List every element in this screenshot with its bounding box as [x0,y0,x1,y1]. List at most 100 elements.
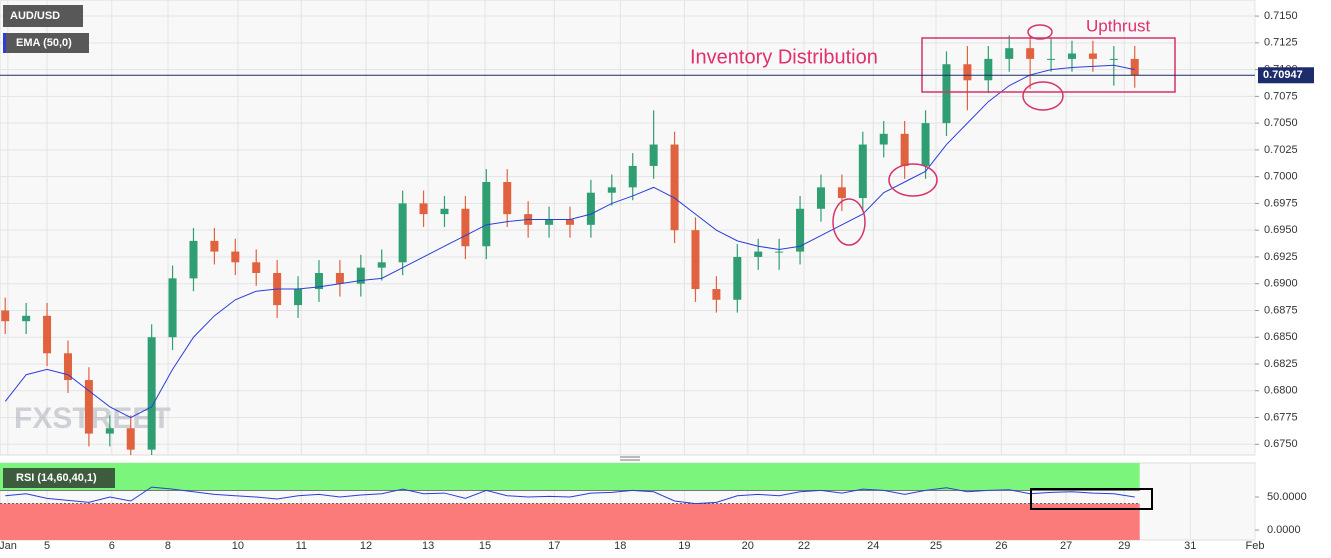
candle-body [231,251,240,263]
candle-body [147,337,156,450]
y-tick-label: 0.6775 [1264,411,1298,423]
candle-body [1047,58,1056,60]
overbought-zone [0,463,1140,491]
candle-body [22,315,31,322]
y-tick-label: 0.7125 [1264,37,1298,49]
y-tick-label: 0.6850 [1264,331,1298,343]
candle-body [252,262,261,273]
candle-body [921,123,930,166]
x-tick-label: 22 [798,540,810,552]
candle-body [461,208,470,247]
x-tick-label: 5 [44,540,50,552]
candle-body [105,428,114,434]
x-tick-label: 8 [165,540,171,552]
candle-body [628,165,637,188]
annotations [832,24,1176,246]
candle-body [482,182,491,247]
candle-body [649,144,658,166]
candle-body [670,144,679,231]
candle-body [545,219,554,225]
x-tick-label: 19 [678,540,690,552]
candle-body [900,133,909,166]
support-ring [1022,81,1064,111]
candle-body [84,380,93,434]
candle-body [503,182,512,215]
x-tick-label: Jan [0,540,17,552]
candle-body [691,230,700,290]
x-tick-label: 13 [422,540,434,552]
x-tick-label: 10 [232,540,244,552]
rsi-plot [0,463,1140,540]
price-tag-label: 0.70947 [1263,69,1303,81]
y-tick-label: 0.0000 [1267,524,1301,536]
rsi-tag [3,468,115,488]
candle-body [168,278,177,338]
rsi-line [5,486,1135,505]
y-tick-label: 0.7075 [1264,90,1298,102]
candle-body [837,187,846,199]
y-tick-label: 0.7025 [1264,144,1298,156]
candle-body [607,187,616,193]
candle-body [796,208,805,252]
candle-body [335,273,344,284]
rsi-label: RSI (14,60,40,1) [16,472,97,484]
symbol-tag [3,5,83,27]
y-tick-label: 0.7050 [1264,117,1298,129]
x-tick-label: 24 [867,540,879,552]
annotation: Inventory Distribution [690,46,878,68]
symbol: AUD/USD [10,10,60,22]
candle-body [586,192,595,225]
candle-body [440,208,449,215]
candle-body [754,251,763,257]
splitter[interactable] [620,456,640,461]
distribution-box [921,37,1176,93]
candle-body [210,240,219,252]
y-tick-label: 50.0000 [1267,491,1307,503]
support-ring [832,198,866,246]
ema-tag [3,33,89,53]
candle-body [294,289,303,306]
support-ring [888,163,938,197]
candle-body [377,262,386,268]
y-tick-label: 0.6925 [1264,251,1298,263]
y-tick-label: 0.6825 [1264,358,1298,370]
y-tick-label: 0.6750 [1264,438,1298,450]
x-tick-label: 29 [1118,540,1130,552]
candle-body [126,428,135,450]
candle-body [963,64,972,81]
candle-body [398,203,407,263]
y-tick-label: 0.6875 [1264,304,1298,316]
candle-body [1,310,10,322]
candle-body [1067,53,1076,59]
rsi-box [1030,488,1153,510]
candle-body [43,315,52,354]
oversold-zone [0,503,1140,540]
price-panel [0,0,1256,456]
candle-body [733,256,742,300]
x-tick-label: 11 [296,540,307,552]
x-tick-label: 31 [1184,540,1196,552]
candle-body [314,273,323,290]
y-tick-label: 0.7000 [1264,171,1298,183]
x-tick-label: 27 [1060,540,1072,552]
candle-body [565,219,574,225]
candle-body [1109,58,1118,60]
y-tick-label: 0.6950 [1264,224,1298,236]
candle-body [984,58,993,81]
candle-body [356,267,365,284]
candle-body [942,64,951,124]
y-tick-label: 0.6900 [1264,278,1298,290]
candle-body [1088,53,1097,59]
x-tick-label: Feb [1246,540,1265,552]
candle-body [1005,48,1014,59]
candle-body [775,251,784,253]
x-tick-label: 6 [109,540,115,552]
ema-label: EMA (50,0) [16,37,72,49]
x-tick-label: 17 [548,540,560,552]
x-tick-label: 25 [930,540,942,552]
price-tag [1258,67,1314,84]
candle-body [1026,48,1035,59]
candle-body [712,289,721,300]
candle-body [63,353,72,381]
